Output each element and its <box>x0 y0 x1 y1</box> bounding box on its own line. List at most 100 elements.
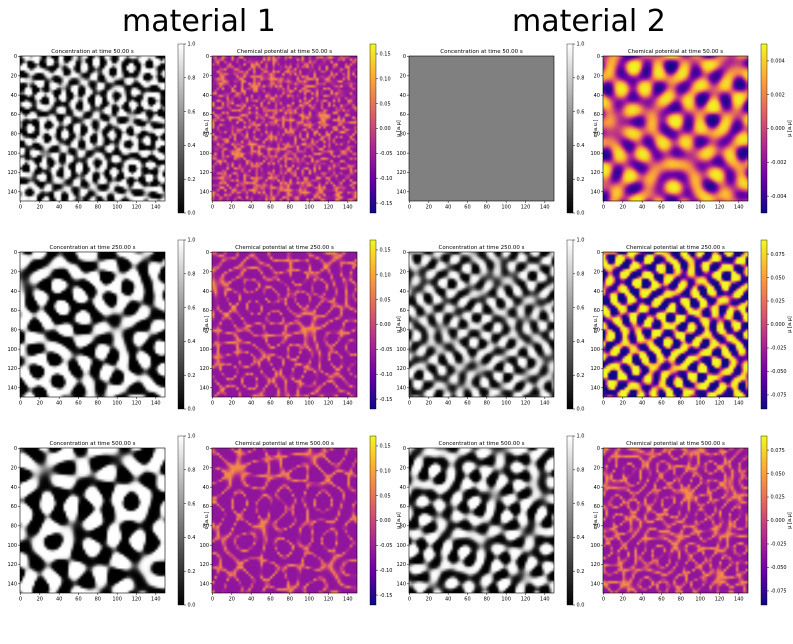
heatmap-svg: Chemical potential at time 500.00 s 0 20 40… <box>199 435 402 606</box>
x-tick-label: 0 <box>408 597 411 603</box>
x-tick-label: 120 <box>715 205 725 211</box>
y-tick-label: 60 <box>11 112 17 118</box>
x-tick-label: 140 <box>343 597 353 603</box>
y-tick-label: 40 <box>594 289 600 295</box>
x-tick-label: 40 <box>248 401 254 407</box>
heatmap-svg: Chemical potential at time 250.00 s 0 20 40… <box>199 239 402 410</box>
colorbar-tick-label: 0.10 <box>380 76 391 82</box>
x-tick-label: 100 <box>112 205 122 211</box>
y-tick-label: 20 <box>594 270 600 276</box>
y-tick-label: 60 <box>594 504 600 510</box>
colorbar-tick-label: 1.0 <box>577 238 585 244</box>
y-tick-label: 120 <box>396 366 406 372</box>
y-tick-label: 60 <box>11 308 17 314</box>
y-tick-label: 140 <box>7 190 17 196</box>
y-tick-label: 20 <box>11 466 17 472</box>
x-tick-label: 20 <box>620 205 626 211</box>
x-tick-label: 0 <box>408 205 411 211</box>
chart-title: Chemical potential at time 250.00 s <box>626 245 725 251</box>
heatmap-image <box>212 252 357 397</box>
colorbar-tick-label: 0.004 <box>771 59 785 65</box>
colorbar-label: μ [a.μ] <box>787 512 793 529</box>
heatmap-svg: Chemical potential at time 50.00 s 0 20 40 6… <box>199 43 402 214</box>
x-tick-label: 20 <box>426 205 432 211</box>
y-tick-label: 80 <box>203 328 209 334</box>
x-tick-label: 40 <box>56 205 62 211</box>
x-tick-label: 100 <box>501 401 511 407</box>
colorbar <box>369 435 377 606</box>
y-tick-label: 120 <box>199 170 209 176</box>
colorbar-tick-label: 0.8 <box>577 468 585 474</box>
x-tick-label: 0 <box>211 597 214 603</box>
y-tick-label: 40 <box>594 93 600 99</box>
x-tick-label: 60 <box>75 205 81 211</box>
x-tick-label: 0 <box>19 597 22 603</box>
chart-title: Chemical potential at time 50.00 s <box>237 49 332 55</box>
colorbar-tick-label: -0.025 <box>771 346 787 352</box>
colorbar-tick-label: 0.4 <box>188 339 196 345</box>
y-tick-label: 140 <box>396 190 406 196</box>
x-tick-label: 60 <box>75 597 81 603</box>
heatmap-image <box>409 56 554 201</box>
colorbar <box>177 43 185 214</box>
y-tick-label: 120 <box>7 562 17 568</box>
x-tick-label: 80 <box>484 401 490 407</box>
colorbar-tick-label: 0.15 <box>380 444 391 450</box>
colorbar-tick-label: 0.050 <box>771 471 785 477</box>
y-tick-label: 120 <box>199 366 209 372</box>
y-tick-label: 100 <box>396 543 406 549</box>
y-tick-label: 20 <box>594 466 600 472</box>
y-tick-label: 0 <box>597 54 600 60</box>
colorbar-label: μ [a.μ] <box>787 316 793 333</box>
y-tick-label: 0 <box>14 54 17 60</box>
y-tick-label: 40 <box>400 93 406 99</box>
colorbar-label: μ [a.μ] <box>396 120 402 137</box>
y-tick-label: 140 <box>199 190 209 196</box>
colorbar-tick-label: 0.6 <box>577 501 585 507</box>
y-tick-label: 60 <box>594 112 600 118</box>
x-tick-label: 20 <box>426 597 432 603</box>
chart-title: Concentration at time 500.00 s <box>50 441 136 447</box>
heatmap-image <box>603 448 748 593</box>
colorbar-tick-label: 0.4 <box>577 143 585 149</box>
axes-frame <box>602 251 749 398</box>
colorbar <box>760 239 768 410</box>
axes-frame <box>408 251 555 398</box>
x-tick-label: 120 <box>324 401 334 407</box>
x-tick-label: 120 <box>132 597 142 603</box>
heatmap-svg: Chemical potential at time 250.00 s 0 20 40… <box>590 239 793 410</box>
heatmap-image <box>20 252 165 397</box>
x-tick-label: 140 <box>343 205 353 211</box>
heatmap-image <box>212 56 357 201</box>
colorbar <box>760 435 768 606</box>
heatmap-svg: Concentration at time 500.00 s 0 20 40 60 80 1… <box>7 434 210 609</box>
colorbar-tick-label: 0.15 <box>380 248 391 254</box>
y-tick-label: 40 <box>400 485 406 491</box>
y-tick-label: 80 <box>594 524 600 530</box>
heatmap-svg: Chemical potential at time 500.00 s 0 20 40… <box>590 435 793 606</box>
x-tick-label: 80 <box>95 597 101 603</box>
x-tick-label: 40 <box>56 597 62 603</box>
colorbar-label: c [a.u.] <box>204 120 210 138</box>
x-tick-label: 120 <box>521 205 531 211</box>
y-tick-label: 40 <box>11 93 17 99</box>
colorbar-tick-label: -0.15 <box>380 397 393 403</box>
axes-frame <box>19 251 166 398</box>
x-tick-label: 140 <box>734 597 744 603</box>
x-tick-label: 120 <box>324 597 334 603</box>
y-tick-label: 60 <box>400 112 406 118</box>
colorbar-tick-label: 0.6 <box>188 501 196 507</box>
y-tick-label: 60 <box>203 504 209 510</box>
colorbar-tick-label: 0.0 <box>188 211 196 217</box>
x-tick-label: 0 <box>602 401 605 407</box>
x-tick-label: 20 <box>37 597 43 603</box>
y-tick-label: 80 <box>400 132 406 138</box>
axes-frame <box>602 447 749 594</box>
y-tick-label: 140 <box>590 582 600 588</box>
colorbar-tick-label: 0.10 <box>380 272 391 278</box>
heatmap-image <box>409 448 554 593</box>
x-tick-label: 60 <box>658 401 664 407</box>
colorbar-tick-label: 0.4 <box>188 535 196 541</box>
x-tick-label: 60 <box>267 597 273 603</box>
x-tick-label: 120 <box>132 205 142 211</box>
